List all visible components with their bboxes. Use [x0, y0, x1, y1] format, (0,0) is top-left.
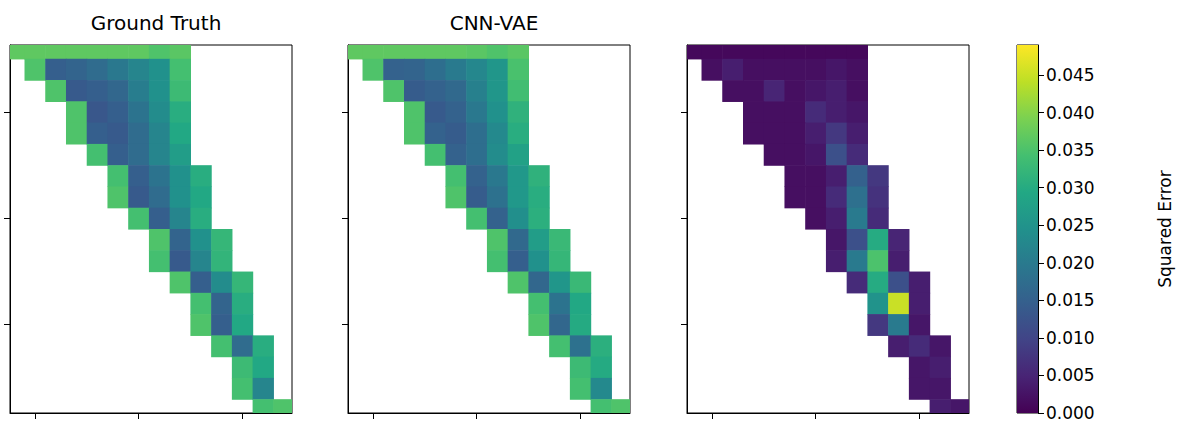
svg-text:CNN-VAE: CNN-VAE	[450, 11, 539, 35]
svg-text:0.010: 0.010	[1046, 328, 1095, 348]
svg-text:0.030: 0.030	[1046, 178, 1095, 198]
svg-text:0.020: 0.020	[1046, 253, 1095, 273]
svg-text:Ground Truth: Ground Truth	[91, 11, 222, 35]
svg-text:Squared Error: Squared Error	[1155, 170, 1175, 287]
svg-text:0.005: 0.005	[1046, 365, 1095, 385]
svg-text:0.035: 0.035	[1046, 140, 1095, 160]
svg-text:0.040: 0.040	[1046, 103, 1095, 123]
svg-text:0.000: 0.000	[1046, 403, 1095, 423]
svg-text:0.025: 0.025	[1046, 215, 1095, 235]
svg-text:0.015: 0.015	[1046, 290, 1095, 310]
svg-text:0.045: 0.045	[1046, 65, 1095, 85]
